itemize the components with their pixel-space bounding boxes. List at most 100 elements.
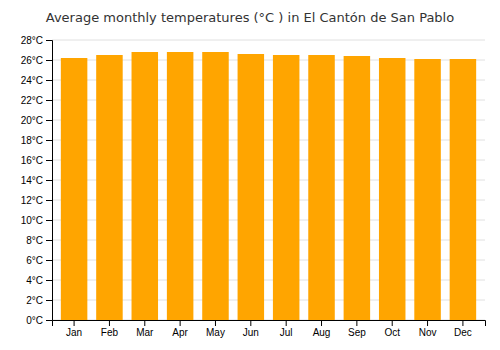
y-tick: 24°C xyxy=(21,75,52,86)
y-tick-label: 8°C xyxy=(26,235,43,246)
y-tick-label: 18°C xyxy=(21,135,43,146)
bars xyxy=(61,52,476,320)
y-tick-label: 24°C xyxy=(21,75,43,86)
y-tick-mark xyxy=(46,320,52,321)
y-tick-mark xyxy=(46,140,52,141)
y-tick-label: 12°C xyxy=(21,195,43,206)
y-tick-mark xyxy=(46,120,52,121)
plot-area: 0°C 2°C 4°C 6°C 8°C 10°C 12°C 14°C 16°C 18°C 20°C 2… xyxy=(21,35,486,338)
grid xyxy=(52,40,485,320)
chart-container: 0°C 2°C 4°C 6°C 8°C 10°C 12°C 14°C 16°C 18°C 20°C 2… xyxy=(0,0,500,350)
x-tick: Mar xyxy=(136,320,154,338)
x-tick-mark xyxy=(109,320,110,326)
x-tick-mark xyxy=(215,320,216,326)
y-tick-label: 28°C xyxy=(21,35,43,46)
x-tick-label: Feb xyxy=(101,327,119,338)
x-tick-mark xyxy=(286,320,287,326)
x-tick: Oct xyxy=(384,320,400,338)
x-tick: Sep xyxy=(348,320,366,338)
y-axis: 0°C 2°C 4°C 6°C 8°C 10°C 12°C 14°C 16°C 18°C 20°C 2… xyxy=(21,35,53,326)
y-tick: 22°C xyxy=(21,95,52,106)
y-tick: 14°C xyxy=(21,175,52,186)
y-tick: 0°C xyxy=(26,315,52,326)
x-tick-label: Jul xyxy=(280,327,293,338)
y-tick-mark xyxy=(46,300,52,301)
y-tick-mark xyxy=(46,60,52,61)
y-axis-line xyxy=(46,41,53,321)
x-tick: Jun xyxy=(243,320,259,338)
x-tick-label: Mar xyxy=(136,327,154,338)
y-tick: 20°C xyxy=(21,115,52,126)
title: Average monthly temperatures (°C ) in El… xyxy=(46,10,454,25)
x-tick-label: Jun xyxy=(243,327,259,338)
y-tick: 12°C xyxy=(21,195,52,206)
x-tick-label: Aug xyxy=(313,327,331,338)
bar xyxy=(238,54,265,320)
y-tick: 28°C xyxy=(21,35,52,46)
y-tick-label: 20°C xyxy=(21,115,43,126)
x-tick-mark xyxy=(462,320,463,326)
y-tick-label: 14°C xyxy=(21,175,43,186)
x-tick-mark xyxy=(144,320,145,326)
y-tick: 16°C xyxy=(21,155,52,166)
y-tick-mark xyxy=(46,280,52,281)
y-tick-mark xyxy=(46,220,52,221)
x-tick: Aug xyxy=(313,320,331,338)
y-tick-mark xyxy=(46,160,52,161)
bar xyxy=(273,55,300,320)
bar xyxy=(308,55,335,320)
bar xyxy=(132,52,159,320)
y-tick-mark xyxy=(46,40,52,41)
x-tick: Nov xyxy=(419,320,437,338)
bar xyxy=(414,59,441,320)
grid-line xyxy=(52,40,485,41)
bar xyxy=(450,59,477,320)
x-tick: May xyxy=(206,320,225,338)
y-tick: 18°C xyxy=(21,135,52,146)
y-tick: 6°C xyxy=(26,255,52,266)
y-tick-mark xyxy=(46,240,52,241)
bar xyxy=(379,58,406,320)
y-tick: 26°C xyxy=(21,55,52,66)
y-tick-mark xyxy=(46,80,52,81)
bar xyxy=(202,52,229,320)
x-axis-line xyxy=(53,321,486,327)
bar xyxy=(61,58,88,320)
bar xyxy=(96,55,123,320)
x-tick: Apr xyxy=(172,320,188,338)
y-tick-label: 16°C xyxy=(21,155,43,166)
x-tick-label: Nov xyxy=(419,327,437,338)
x-tick-mark xyxy=(356,320,357,326)
x-tick-label: Sep xyxy=(348,327,366,338)
y-tick-mark xyxy=(46,180,52,181)
y-tick-label: 2°C xyxy=(26,295,43,306)
x-tick-mark xyxy=(392,320,393,326)
y-tick: 2°C xyxy=(26,295,52,306)
y-tick-label: 4°C xyxy=(26,275,43,286)
x-tick-label: Jan xyxy=(66,327,82,338)
y-tick-label: 6°C xyxy=(26,255,43,266)
bar xyxy=(167,52,194,320)
x-tick-mark xyxy=(427,320,428,326)
x-tick-label: Oct xyxy=(384,327,400,338)
x-tick: Jan xyxy=(66,320,82,338)
chart-svg: 0°C 2°C 4°C 6°C 8°C 10°C 12°C 14°C 16°C 18°C 20°C 2… xyxy=(0,0,500,350)
y-tick-mark xyxy=(46,100,52,101)
bar xyxy=(344,56,371,320)
x-tick: Dec xyxy=(454,320,472,338)
x-tick-label: Apr xyxy=(172,327,188,338)
y-tick-label: 26°C xyxy=(21,55,43,66)
y-tick: 10°C xyxy=(21,215,52,226)
y-tick-label: 22°C xyxy=(21,95,43,106)
x-tick-mark xyxy=(321,320,322,326)
x-tick-mark xyxy=(74,320,75,326)
x-tick-mark xyxy=(250,320,251,326)
y-tick-mark xyxy=(46,200,52,201)
x-tick: Feb xyxy=(101,320,119,338)
x-tick-label: Dec xyxy=(454,327,472,338)
y-tick-mark xyxy=(46,260,52,261)
y-tick-label: 10°C xyxy=(21,215,43,226)
x-tick-label: May xyxy=(206,327,225,338)
x-tick: Jul xyxy=(280,320,293,338)
y-tick: 4°C xyxy=(26,275,52,286)
